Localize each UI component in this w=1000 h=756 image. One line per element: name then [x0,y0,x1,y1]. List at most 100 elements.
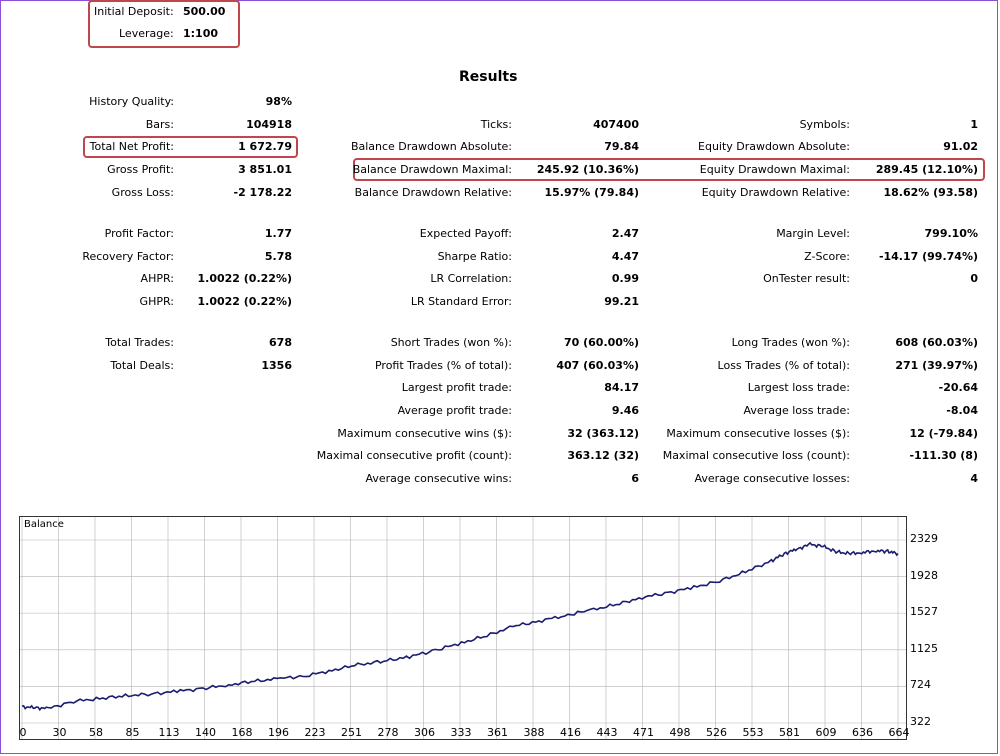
stat-label: Average profit trade: [397,404,512,417]
stat-label: LR Standard Error: [410,295,512,308]
x-tick-label: 526 [706,726,727,739]
stat-label: History Quality: [89,95,174,108]
stat-label: Maximum consecutive wins ($): [337,427,512,440]
stat-value: 70 (60.00%) [563,336,639,349]
stat-value: 608 (60.03%) [895,336,978,349]
stat-value: 2.47 [611,227,639,240]
stat-label: Expected Payoff: [419,227,512,240]
x-tick-label: 443 [596,726,618,739]
x-tick-label: 664 [888,726,910,739]
deposit-highlight-box [88,0,240,48]
stat-label: GHPR: [139,295,174,308]
y-tick-label: 1125 [910,641,938,655]
drawdown-maximal-highlight-box [353,158,985,181]
balance-chart [19,516,907,740]
x-tick-label: 168 [231,726,253,739]
stat-label: Balance Drawdown Relative: [354,186,512,199]
stat-value: 1 [970,118,978,131]
stat-label: Bars: [145,118,174,131]
stat-value: 3 851.01 [238,163,292,176]
stat-label: Recovery Factor: [82,250,174,263]
stat-value: 4.47 [611,250,639,263]
stat-value: 1.0022 (0.22%) [197,295,293,308]
x-tick-label: 361 [487,726,508,739]
stat-label: Sharpe Ratio: [437,250,512,263]
stat-value: 799.10% [924,227,978,240]
y-tick-label: 724 [910,678,931,692]
stat-label: AHPR: [140,272,174,285]
stat-value: 289.45 (12.10%) [875,163,978,176]
balance-series-line [21,541,899,712]
stat-label: Maximal consecutive profit (count): [316,449,512,462]
x-tick-label: 196 [268,726,289,739]
stat-value: 1.77 [264,227,292,240]
initial-deposit-value: 500.00 [183,5,226,18]
x-tick-label: 223 [304,726,326,739]
stat-label: LR Correlation: [430,272,512,285]
x-tick-label: 0 [19,726,27,739]
stat-value: 6 [631,472,639,485]
x-tick-label: 416 [560,726,581,739]
stat-label: Balance Drawdown Maximal: [352,163,512,176]
stat-value: 5.78 [264,250,292,263]
stat-label: Equity Drawdown Absolute: [698,140,850,153]
stat-value: 407400 [593,118,639,131]
x-tick-label: 553 [742,726,764,739]
stat-label: Gross Profit: [107,163,174,176]
y-tick-label: 322 [910,715,931,728]
stat-value: 32 (363.12) [567,427,639,440]
stat-label: Gross Loss: [111,186,174,199]
stat-label: OnTester result: [763,272,850,285]
stat-label: Long Trades (won %): [731,336,850,349]
initial-deposit-label: Initial Deposit: [94,5,174,18]
x-tick-label: 58 [89,726,103,739]
net-profit-highlight-box [83,136,298,158]
stat-value: 0 [970,272,978,285]
stat-label: Average consecutive wins: [365,472,512,485]
stat-value: 98% [265,95,292,108]
stat-value: -111.30 (8) [909,449,978,462]
stat-label: Z-Score: [804,250,850,263]
x-tick-label: 388 [523,726,545,739]
stat-value: 1 672.79 [238,140,292,153]
x-tick-label: 140 [195,726,216,739]
stat-label: Ticks: [480,118,512,131]
stat-value: 15.97% (79.84) [544,186,640,199]
stat-value: 245.92 (10.36%) [536,163,639,176]
y-tick-label: 2329 [910,532,938,545]
stat-value: -2 178.22 [233,186,293,199]
stat-label: Maximal consecutive loss (count): [662,449,850,462]
x-tick-label: 333 [450,726,472,739]
stat-label: Maximum consecutive losses ($): [666,427,850,440]
x-tick-label: 581 [779,726,800,739]
y-tick-label: 1928 [910,568,938,582]
stat-value: -8.04 [946,404,978,417]
x-tick-label: 609 [815,726,837,739]
stat-label: Equity Drawdown Maximal: [699,163,850,176]
stat-value: 363.12 (32) [567,449,639,462]
stat-label: Average consecutive losses: [694,472,850,485]
stat-label: Profit Trades (% of total): [374,359,512,372]
stat-label: Balance Drawdown Absolute: [350,140,512,153]
stat-value: 1356 [261,359,292,372]
stat-label: Total Net Profit: [89,140,174,153]
stat-value: 271 (39.97%) [895,359,978,372]
balance-chart-svg [20,517,906,739]
stat-value: 678 [269,336,292,349]
x-tick-label: 278 [377,726,399,739]
stat-value: 1.0022 (0.22%) [197,272,293,285]
stat-label: Loss Trades (% of total): [717,359,850,372]
stat-value: 12 (-79.84) [909,427,978,440]
x-tick-label: 636 [852,726,873,739]
stat-value: 18.62% (93.58) [883,186,979,199]
stat-label: Margin Level: [776,227,850,240]
chart-title: Balance [24,519,64,530]
x-tick-label: 85 [125,726,140,739]
stat-value: 0.99 [611,272,639,285]
stat-label: Symbols: [799,118,850,131]
x-tick-label: 251 [341,726,362,739]
x-tick-label: 30 [52,726,67,739]
stat-value: 407 (60.03%) [556,359,639,372]
stat-label: Largest profit trade: [401,381,512,394]
